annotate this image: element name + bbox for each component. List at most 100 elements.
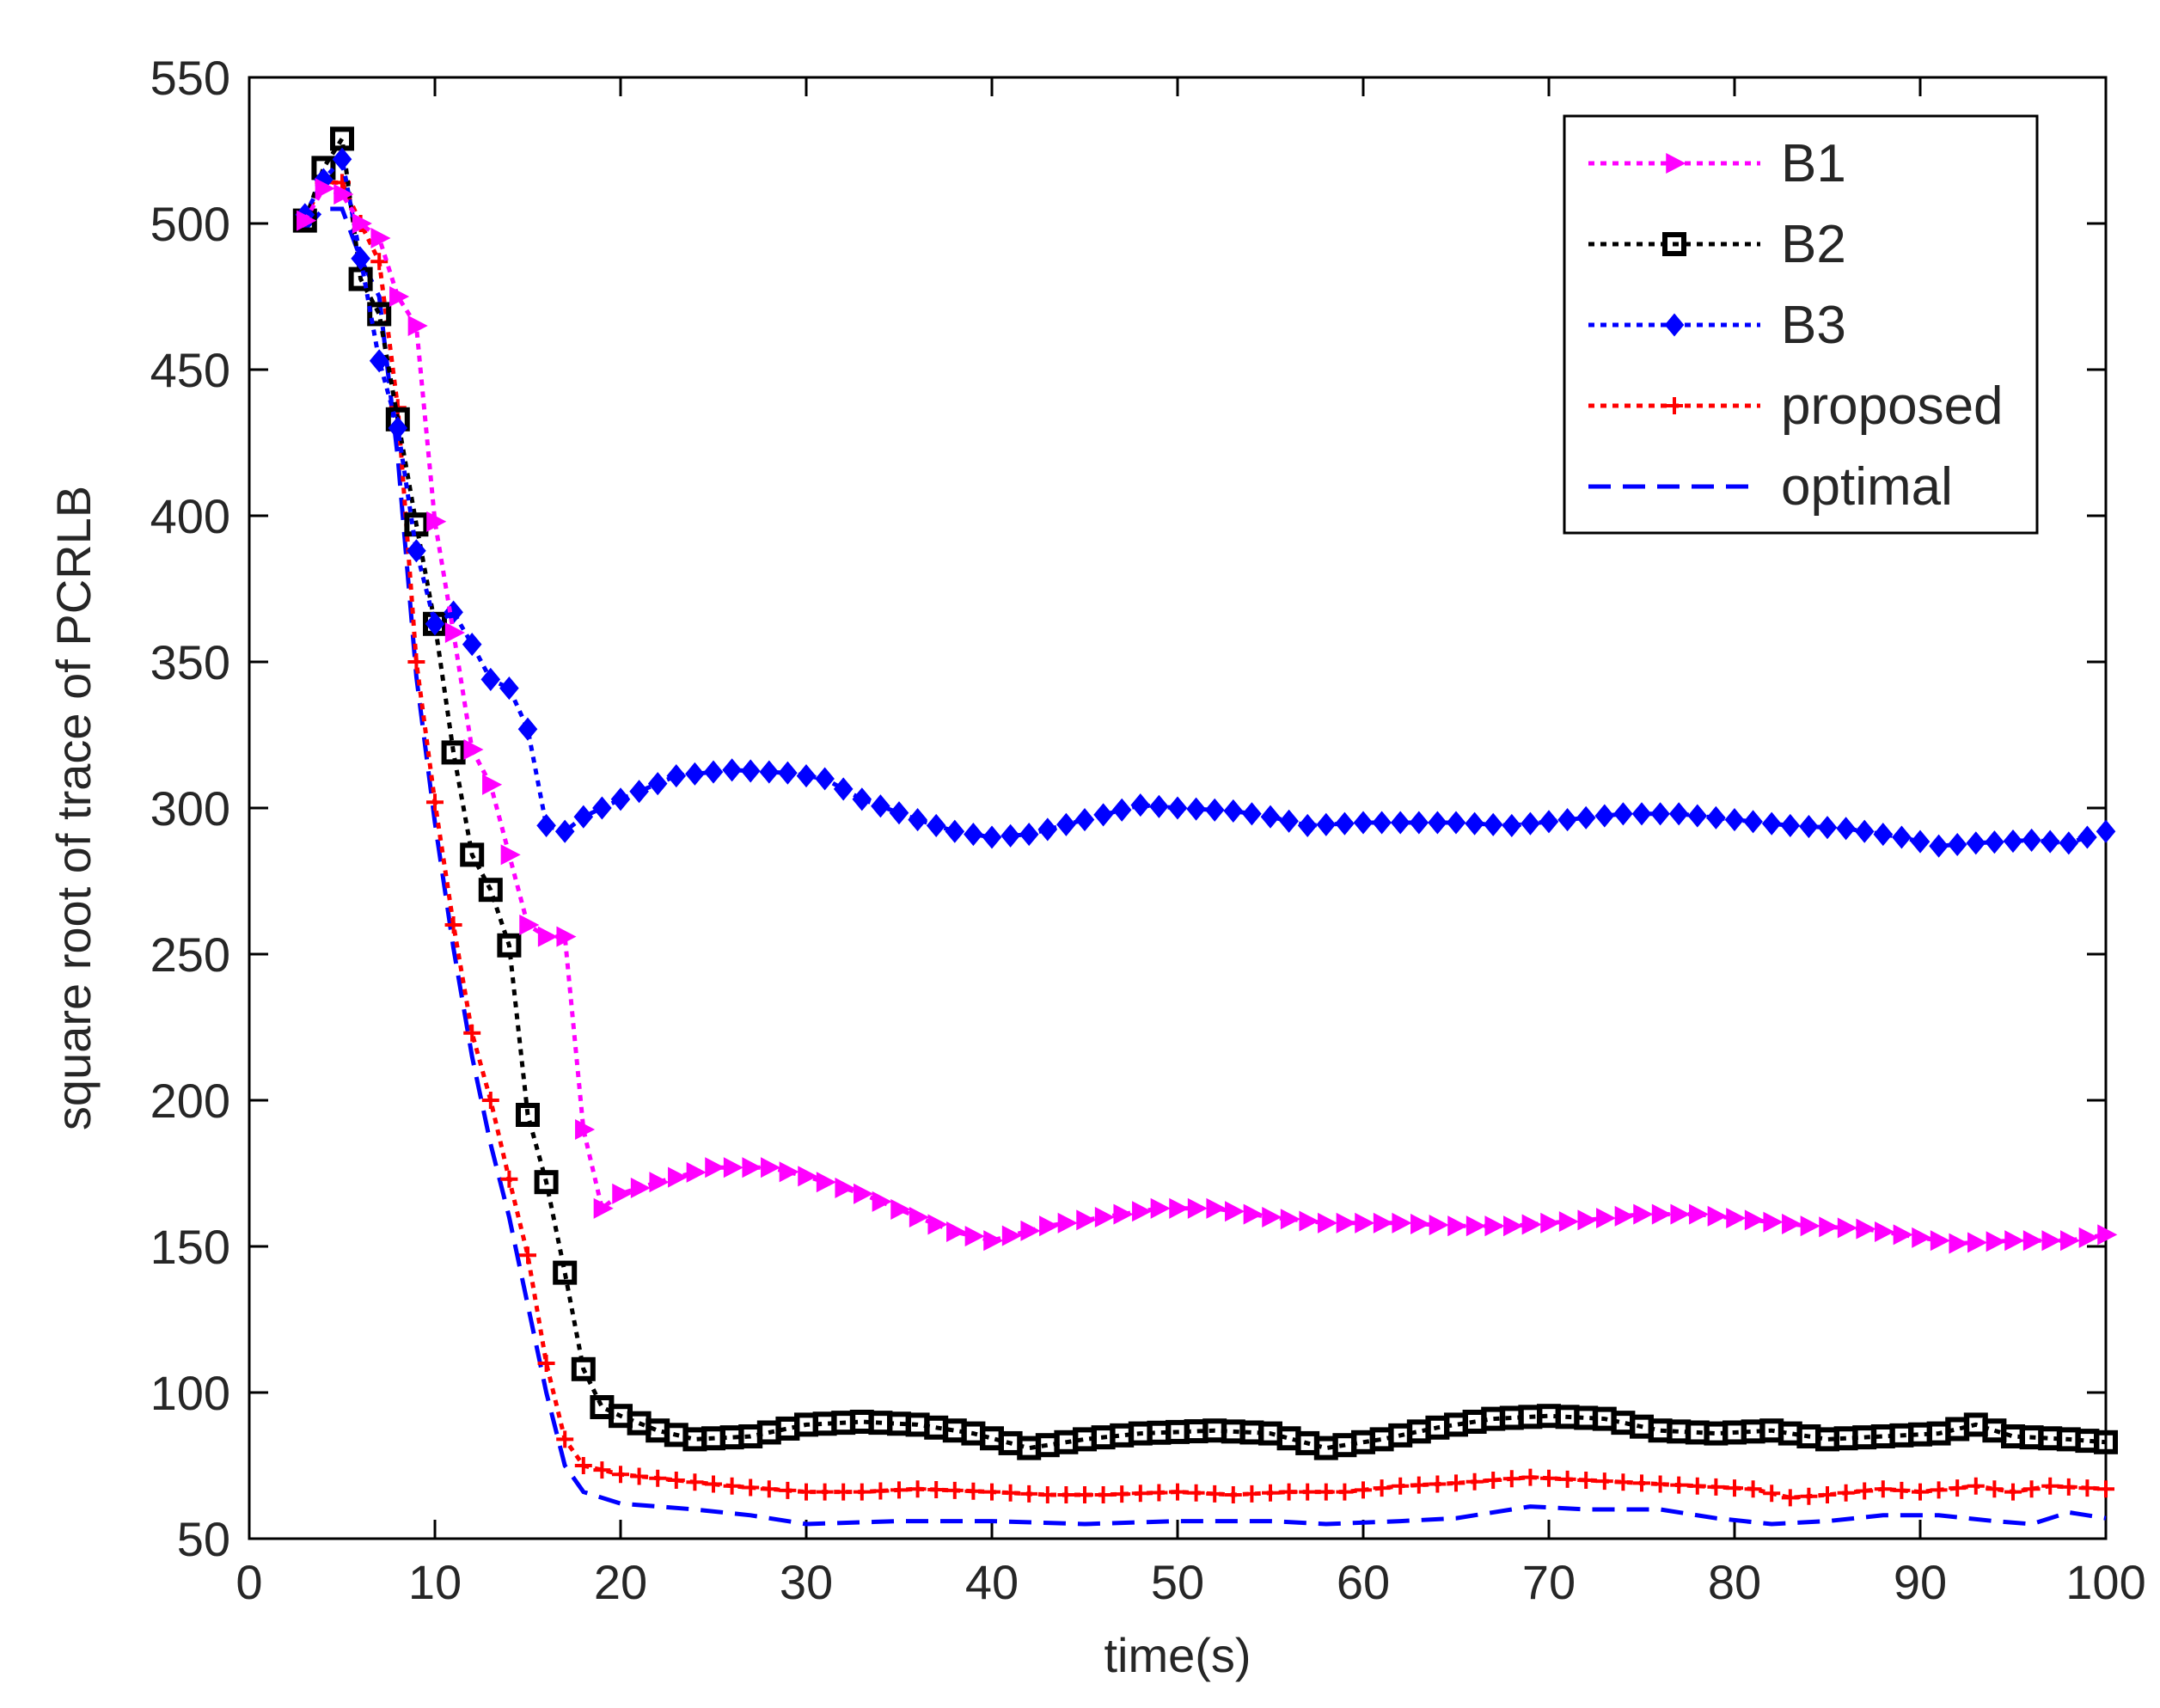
marker-proposed — [1502, 1470, 1521, 1488]
marker-b3 — [759, 760, 780, 784]
x-tick-label: 30 — [780, 1555, 833, 1609]
marker-proposed — [537, 1355, 555, 1372]
marker-b2 — [553, 1260, 578, 1285]
y-tick-label: 450 — [150, 343, 230, 397]
marker-b1 — [1967, 1232, 1988, 1253]
marker-b3 — [889, 801, 909, 825]
marker-b1 — [1057, 1212, 1078, 1234]
marker-proposed — [574, 1457, 592, 1474]
marker-proposed — [1262, 1484, 1279, 1502]
marker-b1 — [593, 1197, 614, 1219]
marker-b3 — [815, 767, 835, 791]
marker-b3 — [1186, 797, 1206, 821]
marker-b3 — [1947, 832, 1967, 857]
marker-b3 — [1631, 802, 1652, 826]
marker-proposed — [723, 1477, 741, 1495]
marker-b1 — [668, 1166, 688, 1188]
marker-b1 — [1076, 1209, 1097, 1231]
marker-b3 — [1706, 805, 1726, 830]
marker-b3 — [908, 808, 927, 832]
legend-label-b1: B1 — [1781, 134, 1846, 193]
marker-b1 — [1318, 1212, 1338, 1234]
marker-proposed — [1038, 1486, 1056, 1503]
marker-proposed — [872, 1482, 890, 1500]
marker-b1 — [1132, 1201, 1153, 1222]
marker-b1 — [1150, 1197, 1171, 1219]
marker-b3 — [1836, 817, 1856, 841]
marker-proposed — [481, 1092, 499, 1109]
legend-item-proposed: proposed — [1588, 376, 2004, 436]
marker-proposed — [593, 1461, 611, 1479]
marker-b1 — [1299, 1210, 1319, 1232]
marker-b1 — [1707, 1205, 1728, 1227]
marker-proposed — [444, 916, 462, 934]
marker-proposed — [1651, 1475, 1669, 1493]
marker-proposed — [1131, 1485, 1149, 1503]
marker-proposed — [612, 1466, 629, 1484]
marker-b3 — [1019, 823, 1039, 847]
marker-proposed — [1410, 1476, 1428, 1494]
marker-b3 — [1929, 834, 1949, 858]
marker-b1 — [1429, 1215, 1449, 1236]
marker-b3 — [1167, 796, 1188, 820]
marker-b3 — [369, 349, 389, 373]
marker-b3 — [1724, 808, 1745, 832]
marker-b1 — [1558, 1211, 1579, 1233]
marker-proposed — [909, 1480, 927, 1498]
marker-b1 — [1986, 1231, 2006, 1252]
marker-b3 — [407, 539, 426, 563]
marker-b3 — [1483, 812, 1503, 836]
marker-b1 — [444, 621, 465, 644]
marker-proposed — [1595, 1472, 1613, 1491]
marker-b1 — [630, 1177, 651, 1199]
marker-b2 — [367, 302, 392, 327]
marker-b3 — [1390, 811, 1410, 835]
marker-b1 — [1187, 1197, 1208, 1219]
marker-b3 — [2077, 825, 2097, 849]
marker-b1 — [890, 1198, 911, 1220]
marker-b3 — [1521, 811, 1540, 836]
marker-b3 — [536, 813, 556, 837]
marker-b3 — [1316, 812, 1337, 836]
marker-b1 — [1800, 1215, 1820, 1237]
marker-proposed — [1763, 1485, 1781, 1503]
marker-proposed — [1856, 1482, 1874, 1500]
marker-b1 — [1373, 1212, 1393, 1234]
marker-proposed — [1336, 1483, 1354, 1501]
marker-b1 — [835, 1177, 855, 1199]
marker-b1 — [1670, 1203, 1691, 1225]
marker-b3 — [610, 787, 631, 811]
marker-b1 — [1465, 1215, 1486, 1237]
marker-proposed — [519, 1246, 536, 1264]
marker-b1 — [1875, 1221, 1895, 1243]
x-axis-label: time(s) — [1104, 1628, 1251, 1682]
marker-b1 — [686, 1161, 707, 1183]
marker-proposed — [816, 1483, 834, 1501]
marker-b3 — [2040, 830, 2060, 854]
marker-b3 — [1966, 831, 1986, 855]
y-tick-label: 400 — [150, 489, 230, 543]
marker-b1 — [872, 1191, 892, 1212]
marker-proposed — [1317, 1483, 1335, 1501]
marker-proposed — [1874, 1480, 1892, 1498]
marker-proposed — [463, 1024, 481, 1042]
marker-b3 — [1594, 804, 1615, 828]
marker-b1 — [1577, 1209, 1598, 1231]
marker-proposed — [1057, 1486, 1075, 1503]
marker-b3 — [592, 796, 612, 820]
marker-b3 — [1242, 802, 1262, 826]
marker-b1 — [482, 774, 503, 795]
marker-b1 — [2041, 1230, 2062, 1252]
marker-b3 — [945, 819, 965, 843]
marker-b1 — [389, 285, 410, 308]
marker-proposed — [2078, 1479, 2096, 1497]
marker-b1 — [1763, 1211, 1784, 1233]
marker-proposed — [2022, 1480, 2041, 1498]
marker-b1 — [2078, 1227, 2099, 1248]
marker-proposed — [1206, 1485, 1224, 1503]
marker-proposed — [1355, 1481, 1372, 1499]
marker-b1 — [1782, 1213, 1802, 1234]
marker-proposed — [1373, 1479, 1391, 1497]
marker-b3 — [1557, 808, 1577, 832]
marker-proposed — [556, 1430, 574, 1448]
